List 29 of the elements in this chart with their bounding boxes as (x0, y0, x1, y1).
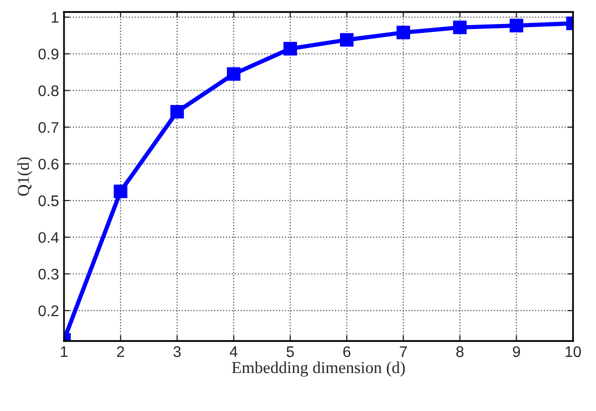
point (510, 18, 524, 32)
x-tick-label: 6 (343, 346, 350, 358)
x-tick-label: 3 (173, 346, 181, 358)
x-tick-label: 10 (566, 346, 581, 358)
point (396, 26, 410, 40)
x-tick-label: 1 (60, 346, 68, 357)
point (453, 20, 467, 34)
point (340, 33, 354, 47)
x-tick-label: 4 (230, 346, 238, 357)
y-tick-label: 0.7 (38, 122, 58, 133)
y-tick-label: 0.2 (38, 305, 58, 316)
point (170, 104, 184, 119)
y-tick-label: 0.4 (38, 232, 59, 243)
y-tick-label: 1 (52, 12, 58, 23)
y-axis-title: Q1(d) (17, 157, 32, 196)
y-tick-label: 0.3 (38, 268, 58, 280)
x-tick-label: 5 (286, 346, 294, 358)
x-tick-label: 8 (456, 346, 464, 358)
x-tick-label: 2 (117, 346, 124, 357)
x-tick-label: 7 (400, 346, 407, 357)
y-tick-label: 0.9 (38, 48, 58, 60)
point (114, 184, 128, 198)
y-tick-label: 0.6 (38, 158, 58, 170)
x-tick-label: 9 (512, 346, 520, 358)
x-axis-title: Embedding dimension (d) (232, 361, 405, 377)
y-tick-label: 0.8 (38, 85, 58, 96)
point (226, 67, 240, 81)
point (283, 42, 297, 56)
y-tick-label: 0.5 (38, 195, 58, 206)
